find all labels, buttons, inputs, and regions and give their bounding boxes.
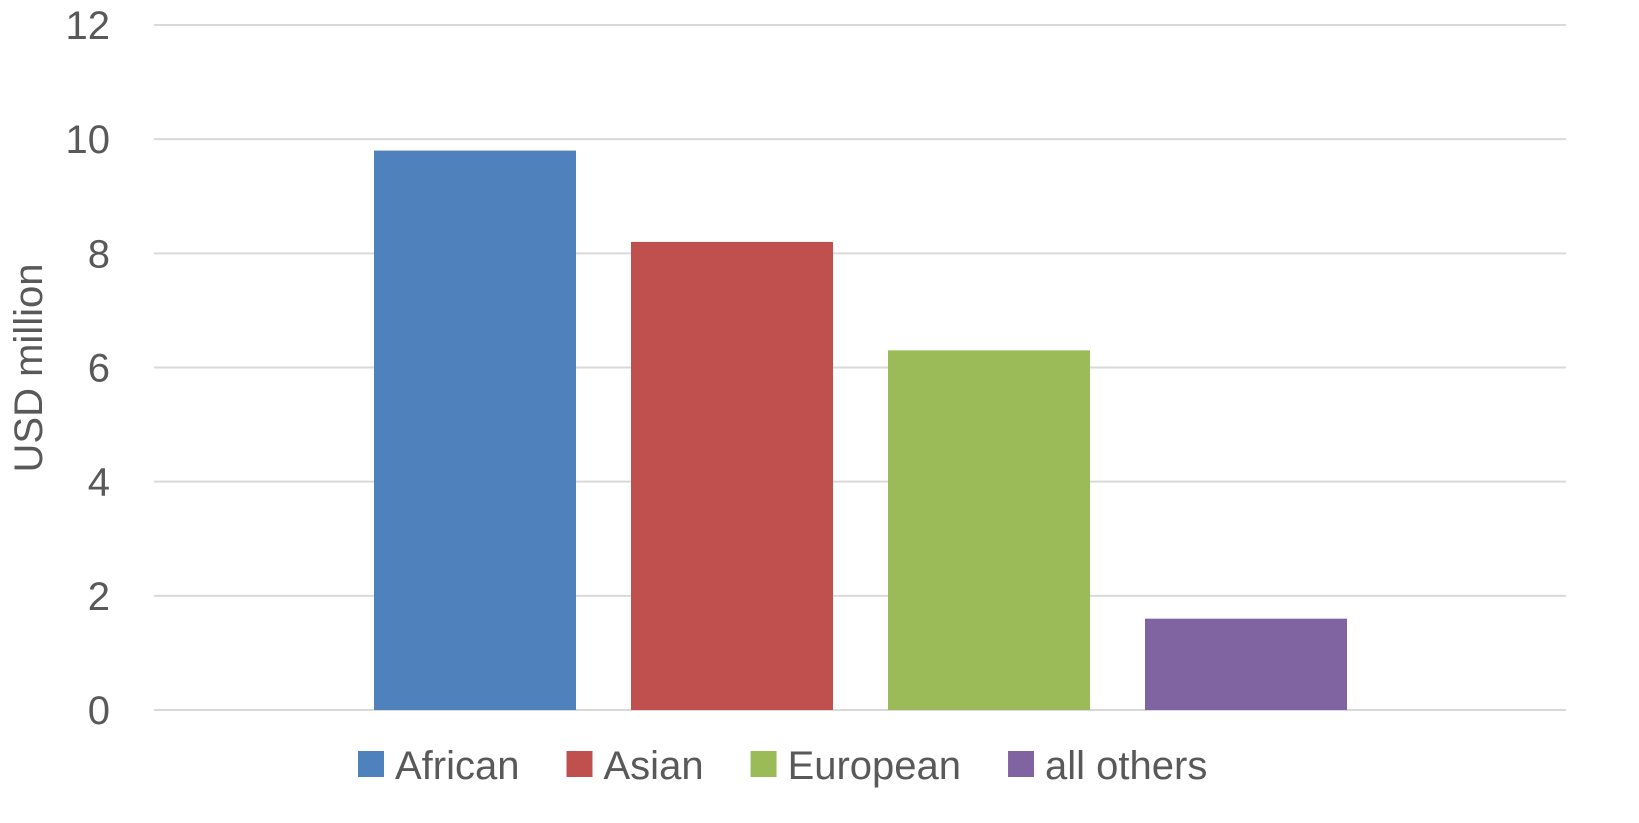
legend-swatch-all-others: [1008, 751, 1035, 777]
bar-european: [888, 350, 1090, 710]
y-axis-title: USD million: [7, 264, 51, 473]
y-tick-label-12: 12: [66, 4, 111, 48]
gridlines: [154, 24, 1566, 711]
legend-label-european: European: [788, 744, 961, 788]
y-tick-label-2: 2: [88, 575, 110, 619]
y-tick-label-4: 4: [88, 461, 110, 505]
y-tick-label-0: 0: [88, 689, 110, 733]
legend-label-asian: Asian: [604, 744, 704, 788]
legend: African Asian European all others: [358, 744, 1207, 788]
legend-swatch-european: [750, 751, 777, 777]
y-tick-label-8: 8: [88, 232, 110, 276]
y-tick-label-6: 6: [88, 347, 110, 391]
bar-all-others: [1145, 618, 1347, 710]
y-tick-label-10: 10: [66, 118, 111, 162]
legend-label-african: African: [395, 744, 520, 788]
legend-label-all-others: all others: [1045, 744, 1207, 788]
y-axis-tick-labels: 0 2 4 6 8 10 12: [66, 4, 111, 733]
legend-swatch-african: [358, 751, 384, 777]
bar-african: [374, 150, 576, 711]
bar-asian: [631, 241, 833, 710]
legend-swatch-asian: [566, 751, 593, 777]
bars: [374, 150, 1347, 711]
